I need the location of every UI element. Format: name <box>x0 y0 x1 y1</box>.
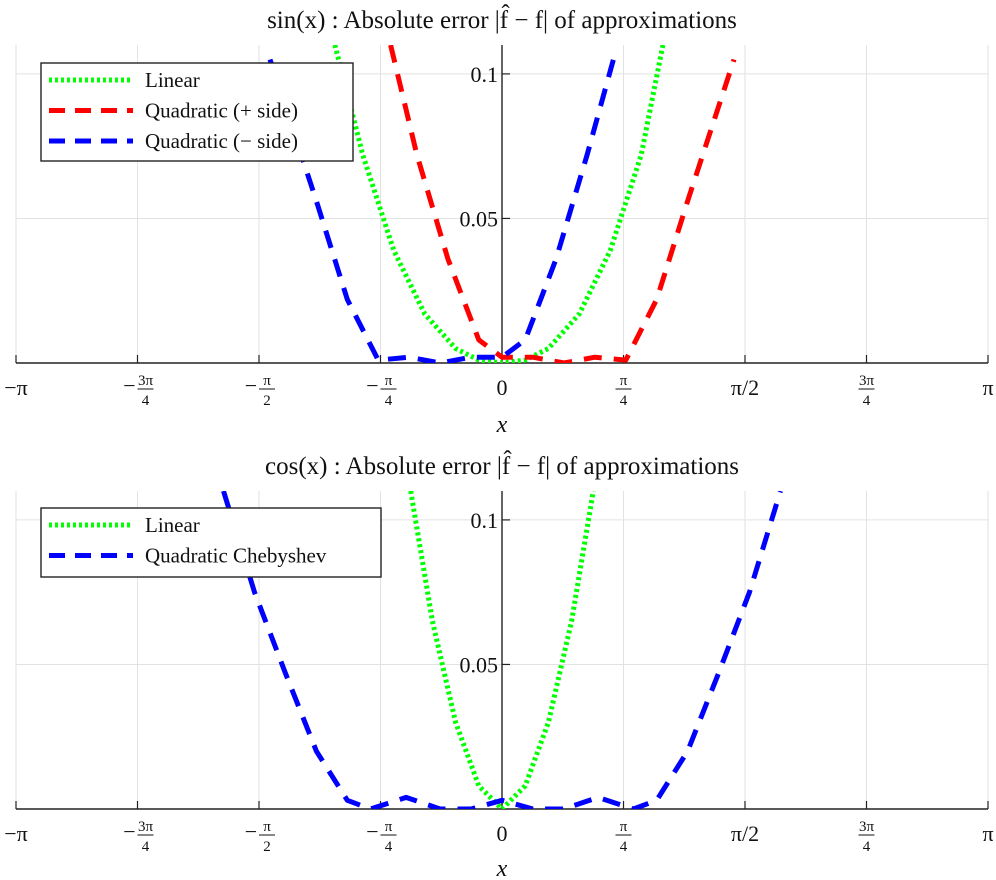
x-tick-label-denominator: 4 <box>863 393 871 409</box>
legend-label: Linear <box>145 68 200 92</box>
x-tick-label-sign: − <box>123 373 135 398</box>
x-tick-label: π <box>982 821 993 846</box>
legend-label: Linear <box>145 513 200 537</box>
x-tick-label-sign: − <box>366 373 378 398</box>
x-tick-label-denominator: 2 <box>263 839 271 855</box>
legend-label: Quadratic Chebyshev <box>145 544 327 568</box>
y-tick-label: 0.1 <box>471 508 499 533</box>
x-tick-label-sign: − <box>366 819 378 844</box>
x-tick-label-denominator: 4 <box>142 393 150 409</box>
x-axis-label: x <box>496 412 508 438</box>
x-tick-label-numerator: π <box>620 373 628 389</box>
legend: Linear Quadratic (+ side) Quadratic (− sid… <box>40 62 354 162</box>
x-tick-label-sign: − <box>123 819 135 844</box>
x-tick-label: 0 <box>497 821 508 846</box>
x-tick-label-numerator: π <box>385 373 393 389</box>
x-tick-label-sign: − <box>245 819 257 844</box>
chart-title: sin(x) : Absolute error |f̂ − f| of appr… <box>267 4 737 34</box>
x-tick-label-denominator: 4 <box>620 839 628 855</box>
x-tick-label-denominator: 4 <box>620 393 628 409</box>
x-tick-label-numerator: 3π <box>138 373 154 389</box>
x-tick-label-numerator: π <box>620 819 628 835</box>
x-tick-label-numerator: 3π <box>859 373 875 389</box>
x-tick-label: π <box>982 375 993 400</box>
series-line-quadratic-side <box>267 58 616 363</box>
legend: Linear Quadratic Chebyshev <box>40 507 382 578</box>
legend-label: Quadratic (− side) <box>145 129 298 153</box>
y-tick-label: 0.05 <box>460 652 499 677</box>
x-tick-label-numerator: π <box>263 373 271 389</box>
legend-label: Quadratic (+ side) <box>145 99 298 123</box>
x-tick-label-sign: − <box>245 373 257 398</box>
series-line-quadratic-chebyshev <box>221 491 783 809</box>
x-tick-label-denominator: 4 <box>385 393 393 409</box>
y-tick-label: 0.1 <box>471 62 499 87</box>
x-tick-label: π/2 <box>731 375 759 400</box>
x-tick-label: π/2 <box>731 821 759 846</box>
x-tick-label-denominator: 4 <box>863 839 871 855</box>
series-line-linear <box>332 45 666 363</box>
x-tick-label-numerator: π <box>263 819 271 835</box>
series-line-linear <box>408 491 596 809</box>
x-axis-label: x <box>496 856 508 880</box>
y-tick-label: 0.05 <box>460 206 499 231</box>
x-tick-label-numerator: π <box>385 819 393 835</box>
x-tick-label: −π <box>4 821 28 846</box>
chart-title: cos(x) : Absolute error |f̂ − f| of appr… <box>265 450 739 480</box>
x-tick-label: 0 <box>497 375 508 400</box>
legend-box <box>40 507 382 578</box>
x-tick-label-numerator: 3π <box>859 819 875 835</box>
x-tick-label: −π <box>4 375 28 400</box>
x-tick-label-denominator: 4 <box>385 839 393 855</box>
x-tick-label-denominator: 2 <box>263 393 271 409</box>
x-tick-label-denominator: 4 <box>142 839 150 855</box>
series-line-quadratic-side <box>388 45 737 363</box>
x-tick-label-numerator: 3π <box>138 819 154 835</box>
